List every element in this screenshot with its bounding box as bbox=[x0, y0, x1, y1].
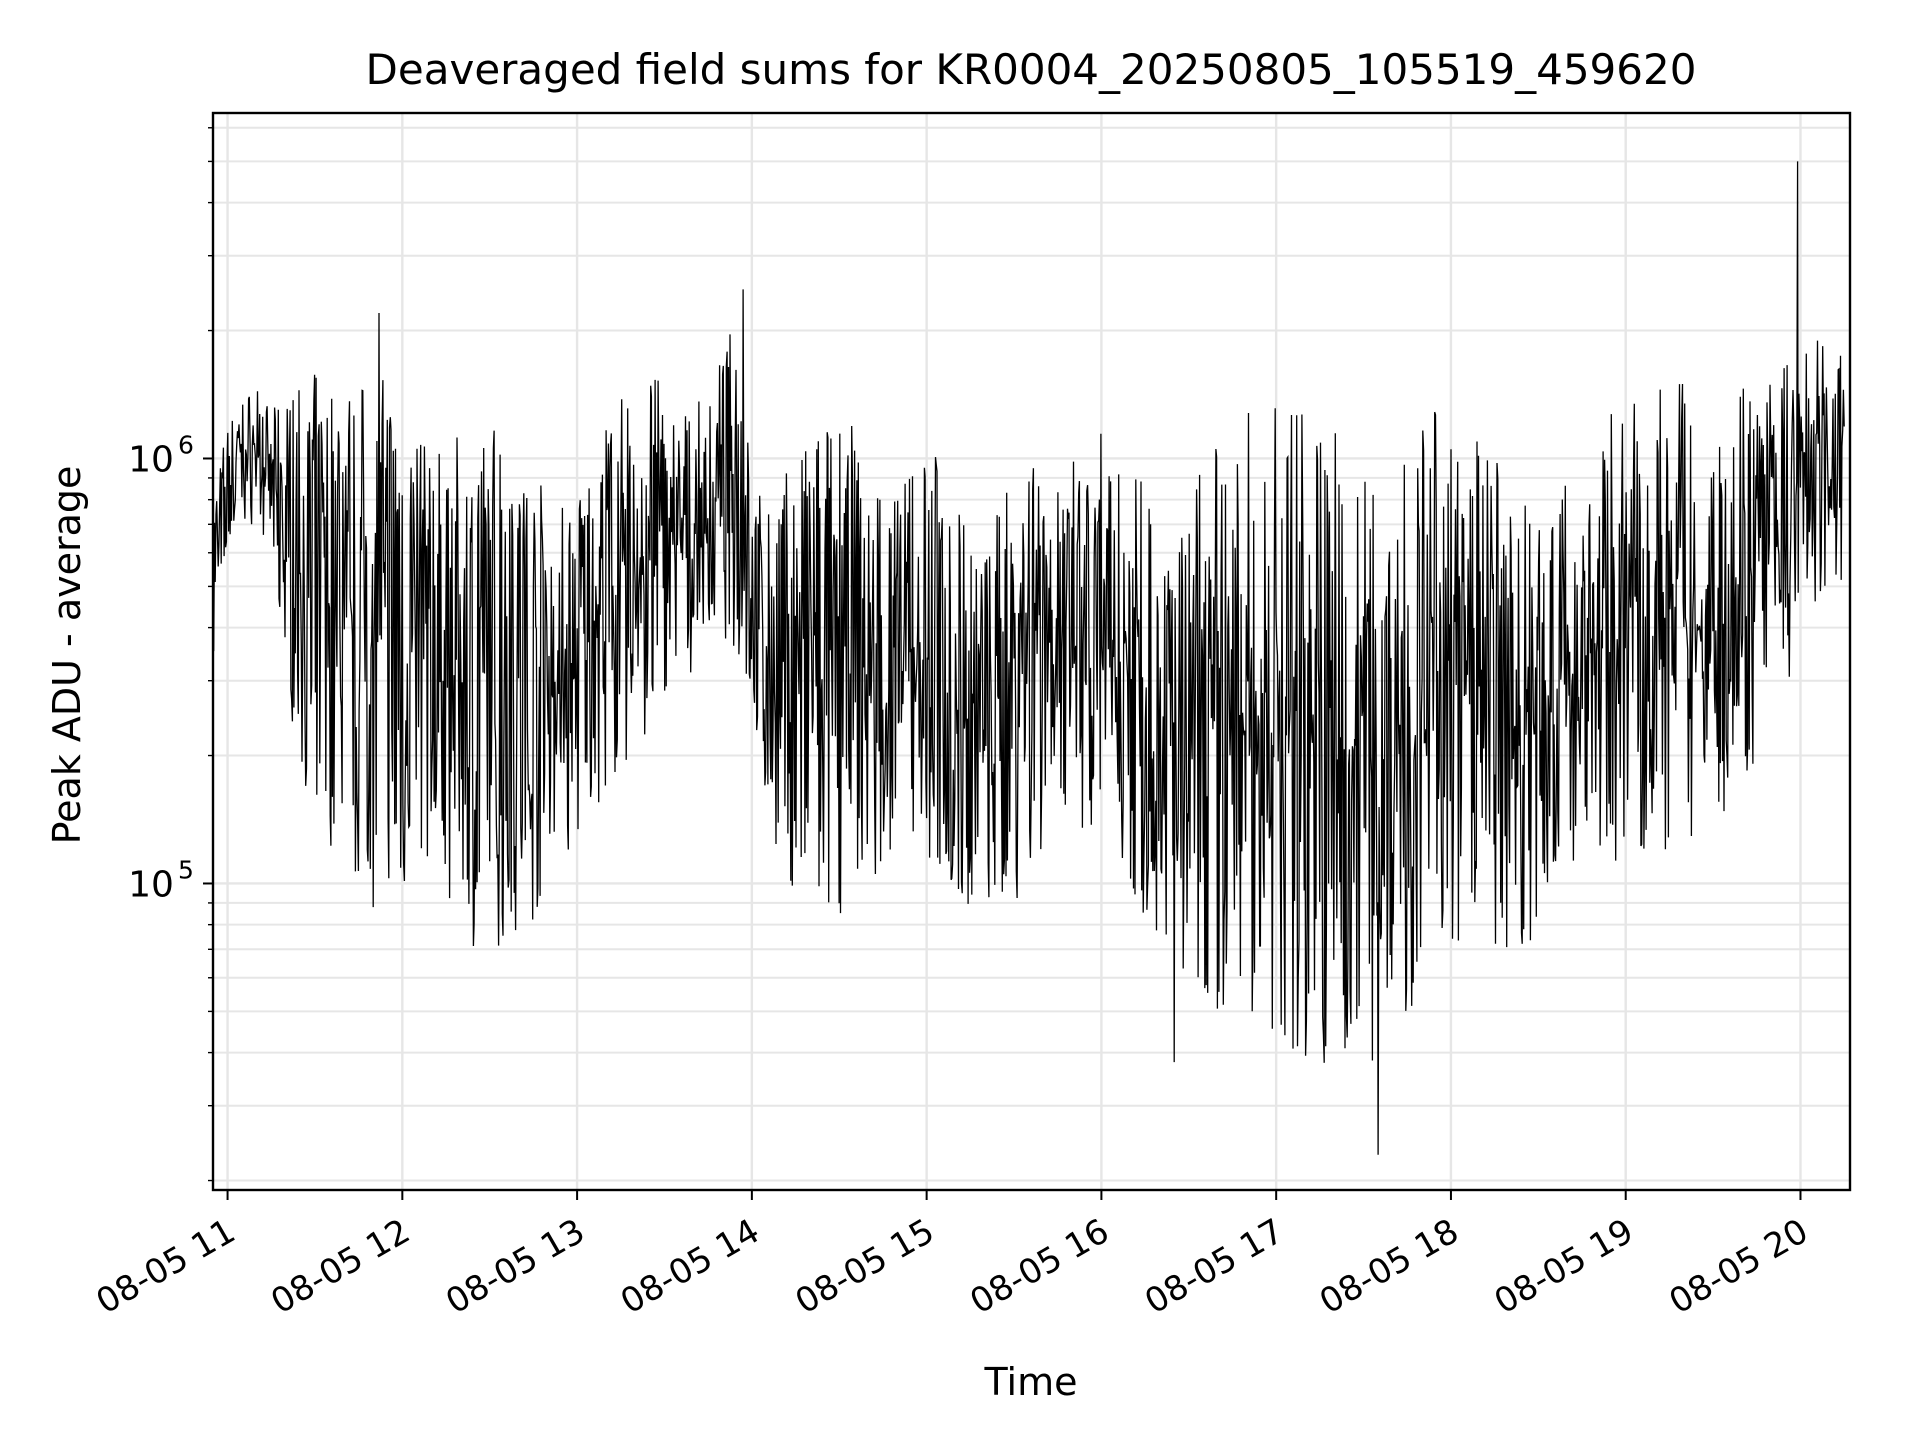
chart-title: Deaveraged field sums for KR0004_2025080… bbox=[366, 45, 1697, 94]
data-series-line bbox=[212, 161, 1845, 1155]
y-tick-label-exponent: 5 bbox=[178, 855, 194, 884]
y-tick-label-exponent: 6 bbox=[178, 430, 194, 459]
x-axis-label: Time bbox=[984, 1360, 1078, 1404]
y-tick-label: 10 bbox=[128, 439, 174, 480]
y-tick-label: 10 bbox=[128, 864, 174, 905]
y-axis-label: Peak ADU - average bbox=[45, 466, 89, 845]
series-line bbox=[212, 161, 1845, 1155]
plot-frame bbox=[211, 111, 1852, 1192]
